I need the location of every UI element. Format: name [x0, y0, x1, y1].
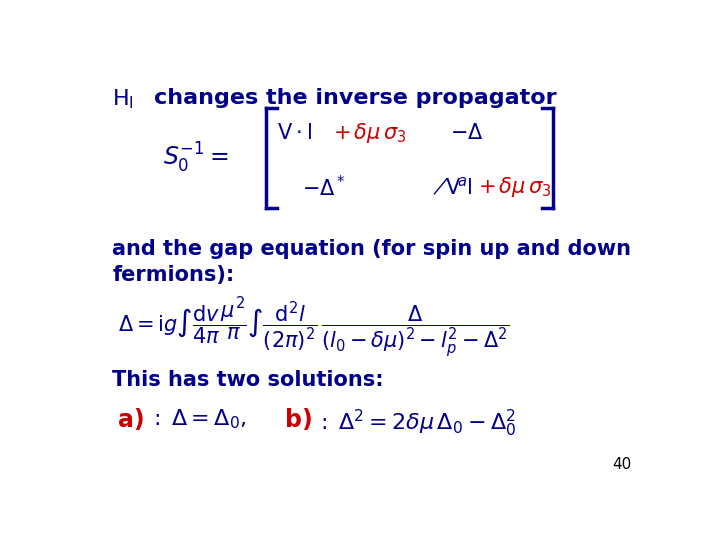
Text: $\not\!\mathrm{V}^{\!a}\mathrm{l}$: $\not\!\mathrm{V}^{\!a}\mathrm{l}$	[433, 177, 473, 199]
Text: $\Delta = \mathrm{i}g\int \dfrac{\mathrm{d}v}{4\pi}\dfrac{\mu^2}{\pi}\int \dfrac: $\Delta = \mathrm{i}g\int \dfrac{\mathrm…	[118, 295, 510, 360]
Text: $+\,\delta\mu\,\sigma_3$: $+\,\delta\mu\,\sigma_3$	[333, 122, 406, 145]
Text: $\mathrm{H_I}$: $\mathrm{H_I}$	[112, 87, 134, 111]
Text: fermions):: fermions):	[112, 265, 235, 285]
Text: $: \; \Delta = \Delta_0,$: $: \; \Delta = \Delta_0,$	[148, 408, 246, 431]
Text: This has two solutions:: This has two solutions:	[112, 370, 384, 390]
Text: $+\,\delta\mu\,\sigma_3$: $+\,\delta\mu\,\sigma_3$	[478, 176, 552, 199]
Text: a): a)	[118, 408, 145, 432]
Text: $S_0^{-1} =$: $S_0^{-1} =$	[163, 141, 228, 176]
Text: 40: 40	[612, 457, 631, 472]
Text: $-\Delta$: $-\Delta$	[450, 124, 484, 144]
Text: b): b)	[285, 408, 313, 432]
Text: and the gap equation (for spin up and down: and the gap equation (for spin up and do…	[112, 239, 631, 259]
Text: $-\Delta^*$: $-\Delta^*$	[302, 175, 346, 200]
Text: $\mathrm{V \cdot l}$: $\mathrm{V \cdot l}$	[277, 124, 312, 144]
Text: changes the inverse propagator: changes the inverse propagator	[154, 87, 557, 107]
Text: $: \; \Delta^2 = 2\delta\mu\,\Delta_0 - \Delta_0^2$: $: \; \Delta^2 = 2\delta\mu\,\Delta_0 - …	[316, 408, 516, 439]
